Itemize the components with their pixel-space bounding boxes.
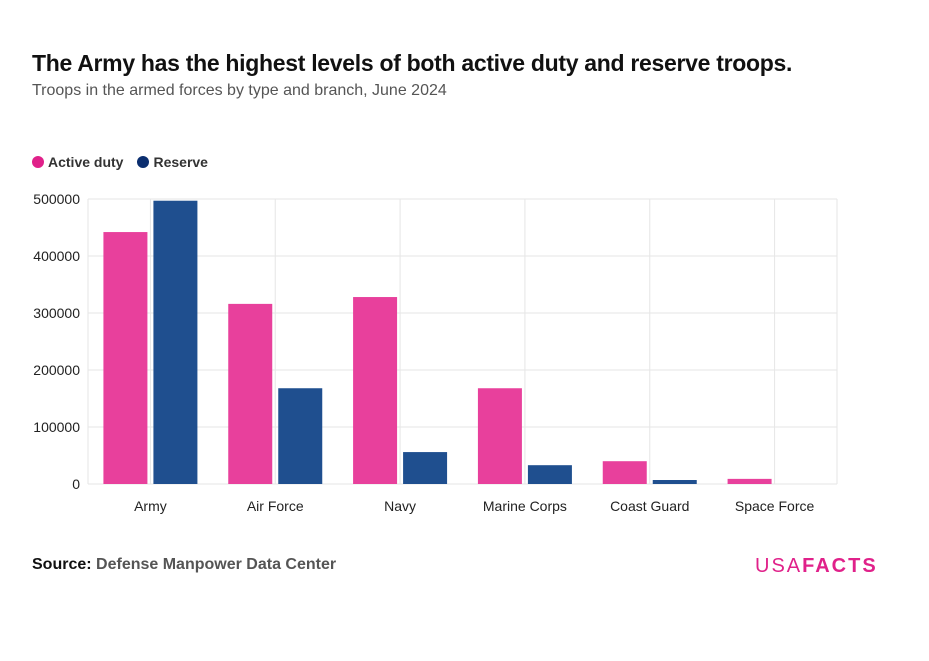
x-tick-label: Navy [384, 498, 416, 514]
legend-item-reserve: Reserve [137, 154, 208, 170]
x-tick-label: Army [134, 498, 167, 514]
x-tick-label: Marine Corps [483, 498, 567, 514]
x-tick-label: Space Force [735, 498, 815, 514]
legend-label: Reserve [153, 154, 208, 170]
y-tick-label: 0 [72, 476, 80, 492]
bar-active-duty [228, 303, 273, 484]
source-value: Defense Manpower Data Center [96, 556, 337, 573]
chart-title: The Army has the highest levels of both … [32, 50, 793, 76]
source: Source: Defense Manpower Data Center [32, 556, 336, 574]
bar-active-duty [103, 232, 148, 484]
x-tick-label: Coast Guard [610, 498, 689, 514]
legend-dot-reserve [137, 156, 150, 168]
legend-label: Active duty [48, 154, 124, 170]
x-tick-label: Air Force [247, 498, 304, 514]
bar-active-duty [477, 388, 522, 484]
y-tick-label: 100000 [33, 419, 80, 435]
y-tick-label: 500000 [33, 191, 80, 207]
bar-active-duty [727, 478, 772, 484]
bar-reserve [278, 388, 323, 484]
y-tick-label: 300000 [33, 305, 80, 321]
logo-right: FACTS [802, 555, 878, 577]
logo-left: USA [755, 555, 803, 577]
usafacts-logo: USAFACTS [755, 555, 878, 578]
y-tick-label: 200000 [33, 362, 80, 378]
legend-dot-active-duty [32, 156, 44, 168]
bar-active-duty [353, 297, 398, 484]
chart-subtitle: Troops in the armed forces by type and b… [32, 82, 447, 99]
bar-reserve [153, 200, 198, 484]
bar-active-duty [602, 461, 647, 484]
bar-reserve [652, 480, 697, 484]
bar-reserve [403, 452, 448, 484]
legend-item-active-duty: Active duty [32, 154, 123, 170]
source-label: Source: [32, 556, 92, 573]
legend: Active duty Reserve [32, 154, 208, 170]
bar-reserve [527, 465, 572, 484]
y-tick-label: 400000 [33, 248, 80, 264]
